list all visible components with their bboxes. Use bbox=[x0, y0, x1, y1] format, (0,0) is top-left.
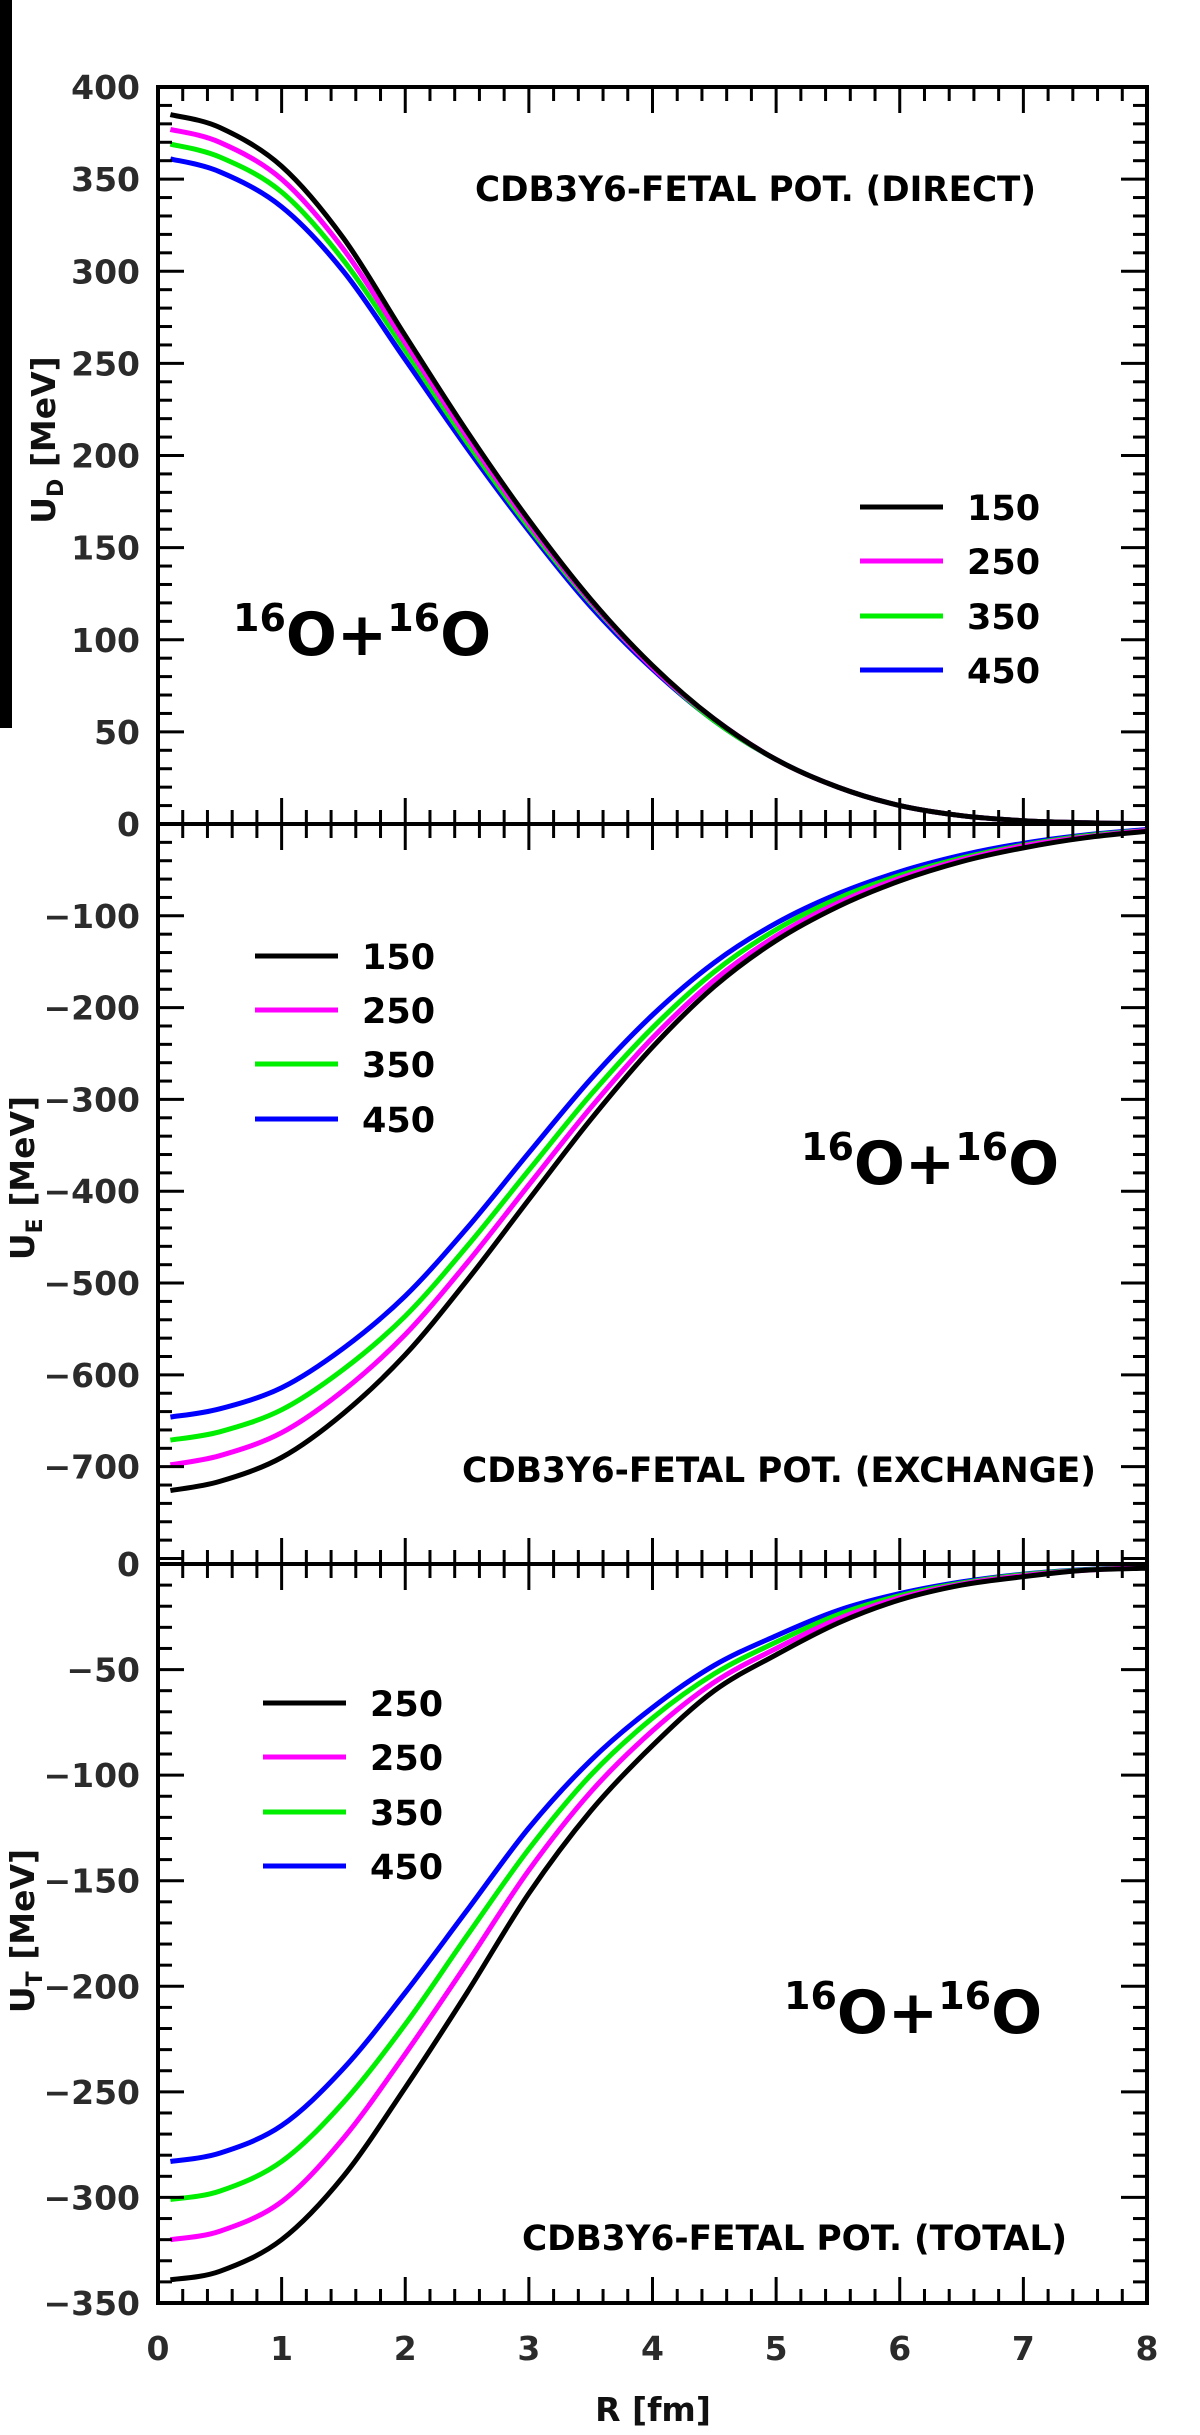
y-tick-label: −350 bbox=[43, 2284, 140, 2323]
y-tick-label: −500 bbox=[43, 1264, 140, 1303]
y-tick-label: 150 bbox=[71, 529, 140, 568]
y-tick-label: 200 bbox=[71, 437, 140, 476]
y-tick-label: −100 bbox=[43, 1756, 140, 1795]
panel-title-exchange: CDB3Y6-FETAL POT. (EXCHANGE) bbox=[462, 1451, 1096, 1491]
frames-layer bbox=[156, 85, 1149, 2305]
y-tick-label: 100 bbox=[71, 621, 140, 660]
y-tick-label: −200 bbox=[43, 1967, 140, 2006]
curve-total-0-250 bbox=[169, 1565, 1147, 2283]
plus-sign: + bbox=[888, 1978, 938, 2048]
mass-number: 16 bbox=[387, 596, 440, 640]
ticks-layer bbox=[158, 87, 1147, 2303]
y-tick-label: −250 bbox=[43, 2073, 140, 2112]
y-label-subscript: D bbox=[44, 479, 69, 497]
y-tick-label: 350 bbox=[71, 160, 140, 199]
x-tick-label: 4 bbox=[641, 2329, 664, 2368]
reaction-label-exchange: 16O+16O bbox=[801, 1125, 1059, 1199]
legend-label-exchange-3: 450 bbox=[362, 1101, 435, 1141]
y-axis-label-total: UT [MeV] bbox=[3, 1849, 48, 2013]
y-tick-label: −300 bbox=[43, 1080, 140, 1119]
y-label-symbol: U bbox=[3, 1986, 42, 2013]
legends-layer: 150 250 350 450 150 250 350 450 250 250 350 450 bbox=[255, 489, 1040, 1888]
x-axis-label: R [fm] bbox=[595, 2390, 711, 2429]
curve-total-1-250 bbox=[169, 1564, 1147, 2243]
left-edge-bar bbox=[0, 0, 12, 728]
y-label-unit: [MeV] bbox=[3, 1849, 42, 1971]
legend-label-total-0: 250 bbox=[370, 1685, 443, 1725]
curves-layer bbox=[169, 112, 1147, 2283]
legend-label-exchange-1: 250 bbox=[362, 992, 435, 1032]
x-tick-label: 7 bbox=[1012, 2329, 1035, 2368]
mass-number: 16 bbox=[784, 1974, 837, 2018]
y-tick-label: 300 bbox=[71, 252, 140, 291]
legend-label-total-3: 450 bbox=[370, 1848, 443, 1888]
x-tick-label: 2 bbox=[394, 2329, 417, 2368]
y-tick-label: −50 bbox=[66, 1651, 140, 1690]
nucleus: O bbox=[286, 600, 337, 670]
panel-title-direct: CDB3Y6-FETAL POT. (DIRECT) bbox=[475, 170, 1036, 210]
y-tick-label: 250 bbox=[71, 344, 140, 383]
reaction-label-direct: 16O+16O bbox=[233, 596, 491, 670]
nucleus: O bbox=[440, 600, 491, 670]
plus-sign: + bbox=[337, 600, 387, 670]
x-tick-label: 1 bbox=[270, 2329, 293, 2368]
panel-title-total: CDB3Y6-FETAL POT. (TOTAL) bbox=[522, 2219, 1067, 2259]
mass-number: 16 bbox=[955, 1125, 1008, 1169]
curve-exchange-3-450 bbox=[169, 827, 1147, 1420]
nucleus: O bbox=[854, 1129, 905, 1199]
y-tick-label: −100 bbox=[43, 897, 140, 936]
legend-label-direct-0: 150 bbox=[967, 489, 1040, 529]
labels-layer: 501001502002503003504000−100−200−300−400… bbox=[43, 68, 1158, 2368]
y-label-unit: [MeV] bbox=[3, 1096, 42, 1218]
nucleus: O bbox=[1008, 1129, 1059, 1199]
x-tick-label: 8 bbox=[1136, 2329, 1159, 2368]
curve-direct-1-250 bbox=[169, 126, 1147, 824]
y-axis-label-direct: UD [MeV] bbox=[24, 356, 69, 523]
y-tick-label: −700 bbox=[43, 1448, 140, 1487]
legend-label-exchange-0: 150 bbox=[362, 938, 435, 978]
x-tick-label: 5 bbox=[765, 2329, 788, 2368]
y-axis-label-exchange: UE [MeV] bbox=[3, 1096, 48, 1260]
plus-sign: + bbox=[905, 1129, 955, 1199]
x-tick-label: 3 bbox=[517, 2329, 540, 2368]
legend-label-direct-1: 250 bbox=[967, 543, 1040, 583]
y-tick-label: −200 bbox=[43, 989, 140, 1028]
curve-total-2-350 bbox=[169, 1564, 1147, 2202]
y-label-symbol: U bbox=[24, 497, 63, 524]
nucleus: O bbox=[991, 1978, 1042, 2048]
y-tick-label: −300 bbox=[43, 2178, 140, 2217]
mass-number: 16 bbox=[233, 596, 286, 640]
y-tick-label: 0 bbox=[117, 1545, 140, 1584]
reaction-label-total: 16O+16O bbox=[784, 1974, 1042, 2048]
x-tick-label: 6 bbox=[888, 2329, 911, 2368]
curve-direct-0-150 bbox=[169, 112, 1147, 824]
y-label-symbol: U bbox=[3, 1233, 42, 1260]
mass-number: 16 bbox=[801, 1125, 854, 1169]
legend-label-direct-3: 450 bbox=[967, 652, 1040, 692]
y-tick-label: −400 bbox=[43, 1172, 140, 1211]
y-label-subscript: T bbox=[23, 1971, 48, 1986]
legend-label-direct-2: 350 bbox=[967, 598, 1040, 638]
nucleus: O bbox=[837, 1978, 888, 2048]
mass-number: 16 bbox=[938, 1974, 991, 2018]
y-tick-label: 50 bbox=[94, 713, 140, 752]
x-tick-label: 0 bbox=[147, 2329, 170, 2368]
y-tick-label: −150 bbox=[43, 1862, 140, 1901]
curve-exchange-0-150 bbox=[169, 828, 1147, 1494]
y-tick-label: −600 bbox=[43, 1356, 140, 1395]
legend-label-total-1: 250 bbox=[370, 1739, 443, 1779]
y-label-subscript: E bbox=[23, 1218, 48, 1233]
legend-label-total-2: 350 bbox=[370, 1794, 443, 1834]
y-tick-label: 400 bbox=[71, 68, 140, 107]
legend-label-exchange-2: 350 bbox=[362, 1046, 435, 1086]
plot-frame-total bbox=[156, 1562, 1149, 2305]
curve-direct-2-350 bbox=[169, 141, 1147, 824]
y-tick-label: 0 bbox=[117, 805, 140, 844]
y-label-unit: [MeV] bbox=[24, 356, 63, 478]
